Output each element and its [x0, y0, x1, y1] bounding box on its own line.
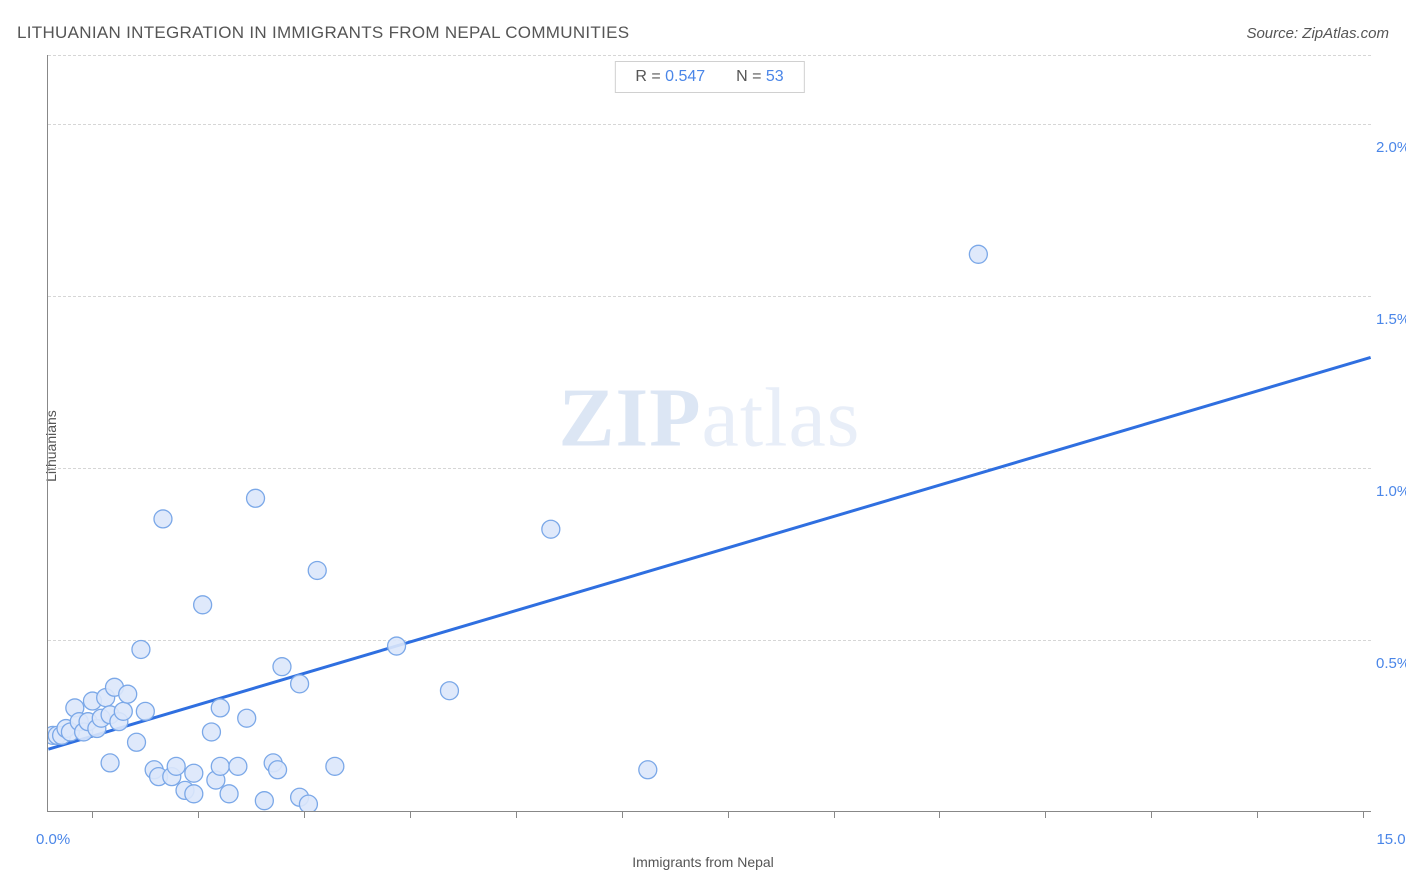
x-tick-mark — [622, 811, 623, 818]
x-tick-mark — [198, 811, 199, 818]
scatter-point — [308, 561, 326, 579]
x-tick-mark — [1045, 811, 1046, 818]
plot-area: ZIPatlas R = 0.547 N = 53 0.0% 15.0% 0.5… — [47, 55, 1371, 812]
scatter-point — [299, 795, 317, 811]
x-tick-mark — [834, 811, 835, 818]
scatter-point — [185, 764, 203, 782]
x-tick-mark — [516, 811, 517, 818]
n-label: N = — [736, 68, 761, 85]
scatter-point — [154, 510, 172, 528]
scatter-point — [211, 757, 229, 775]
scatter-point — [136, 702, 154, 720]
x-axis-label: Immigrants from Nepal — [632, 854, 774, 870]
x-tick-min: 0.0% — [36, 831, 70, 848]
chart-svg — [48, 55, 1371, 811]
r-value: 0.547 — [665, 68, 705, 85]
scatter-point — [969, 245, 987, 263]
scatter-point — [101, 754, 119, 772]
chart-title: LITHUANIAN INTEGRATION IN IMMIGRANTS FRO… — [17, 23, 629, 43]
x-tick-mark — [939, 811, 940, 818]
scatter-point — [326, 757, 344, 775]
scatter-point — [255, 792, 273, 810]
r-label: R = — [635, 68, 660, 85]
scatter-point — [167, 757, 185, 775]
y-tick-label: 1.0% — [1376, 483, 1406, 500]
x-tick-mark — [1151, 811, 1152, 818]
source-attribution: Source: ZipAtlas.com — [1246, 25, 1389, 42]
scatter-point — [229, 757, 247, 775]
scatter-point — [119, 685, 137, 703]
scatter-point — [440, 682, 458, 700]
x-tick-mark — [304, 811, 305, 818]
scatter-point — [202, 723, 220, 741]
stats-box: R = 0.547 N = 53 — [614, 61, 804, 93]
scatter-point — [194, 596, 212, 614]
y-tick-label: 2.0% — [1376, 139, 1406, 156]
scatter-point — [238, 709, 256, 727]
x-tick-mark — [1257, 811, 1258, 818]
y-tick-label: 0.5% — [1376, 655, 1406, 672]
x-tick-mark — [728, 811, 729, 818]
scatter-point — [291, 675, 309, 693]
scatter-point — [211, 699, 229, 717]
n-value: 53 — [766, 68, 784, 85]
regression-line — [48, 357, 1370, 749]
scatter-point — [132, 641, 150, 659]
scatter-point — [185, 785, 203, 803]
scatter-point — [128, 733, 146, 751]
scatter-point — [639, 761, 657, 779]
scatter-point — [247, 489, 265, 507]
scatter-point — [388, 637, 406, 655]
scatter-point — [542, 520, 560, 538]
y-tick-label: 1.5% — [1376, 311, 1406, 328]
scatter-point — [220, 785, 238, 803]
scatter-point — [114, 702, 132, 720]
scatter-point — [269, 761, 287, 779]
x-tick-mark — [410, 811, 411, 818]
scatter-point — [273, 658, 291, 676]
x-tick-max: 15.0% — [1376, 831, 1406, 848]
x-tick-mark — [92, 811, 93, 818]
x-tick-mark — [1363, 811, 1364, 818]
